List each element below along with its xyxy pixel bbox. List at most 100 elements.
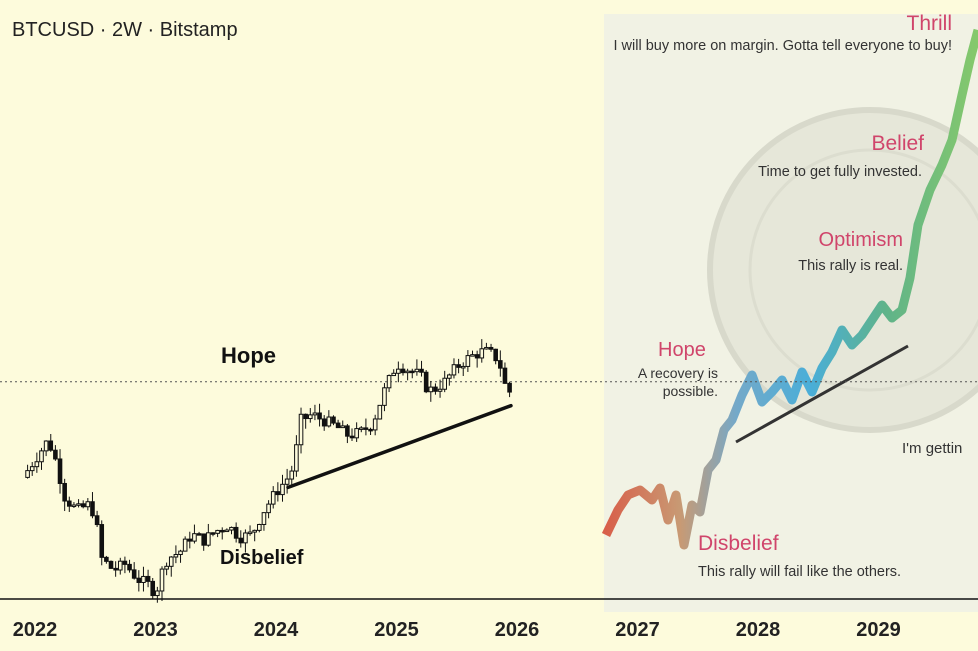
candle-body bbox=[201, 533, 206, 546]
candle-body bbox=[57, 458, 63, 484]
candle-body bbox=[85, 501, 91, 508]
candle-body bbox=[386, 375, 392, 389]
x-tick-label: 2022 bbox=[13, 619, 58, 641]
candle-body bbox=[354, 428, 359, 439]
candle-body bbox=[493, 348, 498, 362]
support-trendline bbox=[286, 403, 513, 490]
inset-phase-belief-label: Belief bbox=[871, 132, 924, 155]
candle-body bbox=[317, 412, 322, 420]
candle-body bbox=[252, 529, 257, 533]
candle-body bbox=[303, 413, 308, 420]
inset-trendline bbox=[735, 344, 909, 444]
candlestick-series bbox=[25, 339, 512, 603]
candle-body bbox=[131, 569, 137, 579]
candle-body bbox=[62, 482, 67, 502]
x-tick-label: 2027 bbox=[615, 619, 660, 641]
candle-body bbox=[76, 503, 81, 506]
inset-cycle-curve bbox=[601, 28, 978, 550]
candle-body bbox=[488, 346, 494, 350]
candle-body bbox=[108, 560, 114, 569]
candle-body bbox=[219, 529, 225, 533]
candle-body bbox=[470, 354, 475, 357]
candle-body bbox=[507, 382, 512, 393]
candle-body bbox=[326, 416, 332, 427]
candle-body bbox=[113, 567, 118, 571]
x-tick-label: 2029 bbox=[856, 619, 901, 641]
candle-body bbox=[127, 563, 132, 571]
candle-body bbox=[99, 524, 105, 558]
x-tick-label: 2025 bbox=[374, 619, 419, 641]
candle-body bbox=[479, 348, 485, 359]
candle-body bbox=[43, 440, 49, 452]
candle-body bbox=[233, 526, 239, 539]
candle-body bbox=[437, 388, 443, 392]
candle-body bbox=[243, 532, 248, 544]
candle-body bbox=[247, 531, 253, 535]
candle-body bbox=[423, 371, 429, 393]
candle-body bbox=[340, 425, 346, 429]
candle-body bbox=[442, 377, 447, 390]
inset-phase-disbelief-label: Disbelief bbox=[698, 532, 779, 555]
candle-body bbox=[168, 556, 174, 567]
candle-body bbox=[456, 364, 461, 368]
candle-body bbox=[173, 554, 179, 558]
inset-phase-thrill-text: I will buy more on margin. Gotta tell ev… bbox=[614, 38, 953, 54]
candle-body bbox=[358, 427, 364, 430]
candle-body bbox=[331, 416, 336, 424]
candle-body bbox=[145, 575, 151, 582]
candle-body bbox=[419, 368, 424, 373]
candle-body bbox=[474, 354, 480, 359]
candle-body bbox=[94, 515, 100, 526]
candle-body bbox=[71, 504, 77, 508]
candle-body bbox=[372, 418, 378, 431]
candle-body bbox=[312, 412, 318, 416]
inset-phase-thrill-label: Thrill bbox=[907, 12, 953, 35]
candle-body bbox=[29, 466, 35, 472]
candle-body bbox=[447, 374, 452, 379]
candle-body bbox=[363, 427, 369, 430]
candle-body bbox=[451, 364, 457, 376]
candle-body bbox=[460, 365, 466, 369]
candle-body bbox=[335, 422, 341, 429]
inset-phase-disbelief-text: This rally will fail like the others. bbox=[698, 564, 901, 580]
inset-phase-hope-text: A recovery is possible. bbox=[637, 365, 718, 399]
annotation-hope: Hope bbox=[221, 343, 276, 368]
candle-body bbox=[502, 367, 508, 384]
candle-body bbox=[206, 532, 211, 546]
candle-body bbox=[261, 512, 267, 525]
candle-body bbox=[25, 470, 30, 478]
inset-phase-hope-text-box: A recovery is possible. bbox=[637, 365, 718, 399]
inset-watermark-coin bbox=[707, 107, 978, 433]
candle-body bbox=[53, 449, 58, 460]
candle-body bbox=[433, 386, 438, 392]
annotation-disbelief: Disbelief bbox=[220, 547, 304, 569]
inset-watermark-ring bbox=[748, 148, 978, 392]
candle-body bbox=[238, 537, 244, 544]
candle-body bbox=[117, 560, 123, 571]
candle-body bbox=[224, 529, 230, 533]
candle-body bbox=[275, 491, 281, 496]
inset-phase-belief-text: Time to get fully invested. bbox=[758, 164, 922, 180]
candle-body bbox=[298, 413, 304, 446]
candle-body bbox=[345, 425, 350, 437]
candle-body bbox=[192, 533, 197, 542]
candle-body bbox=[155, 590, 160, 597]
candle-body bbox=[182, 538, 188, 552]
candle-body bbox=[321, 418, 327, 427]
candle-body bbox=[141, 575, 146, 583]
candle-body bbox=[414, 368, 420, 373]
candle-body bbox=[428, 386, 434, 393]
x-tick-label: 2024 bbox=[254, 619, 299, 641]
cycle-inset: Thrill I will buy more on margin. Gotta … bbox=[601, 12, 978, 612]
candle-body bbox=[409, 370, 415, 374]
candle-body bbox=[136, 577, 142, 583]
candle-body bbox=[289, 470, 295, 480]
candle-body bbox=[229, 526, 234, 531]
candle-body bbox=[150, 580, 156, 597]
candle-body bbox=[257, 523, 262, 531]
candle-body bbox=[266, 503, 271, 514]
candle-body bbox=[164, 565, 169, 570]
inset-phase-optimism-text: This rally is real. bbox=[798, 258, 903, 274]
inset-phase-optimism-label: Optimism bbox=[819, 229, 903, 251]
